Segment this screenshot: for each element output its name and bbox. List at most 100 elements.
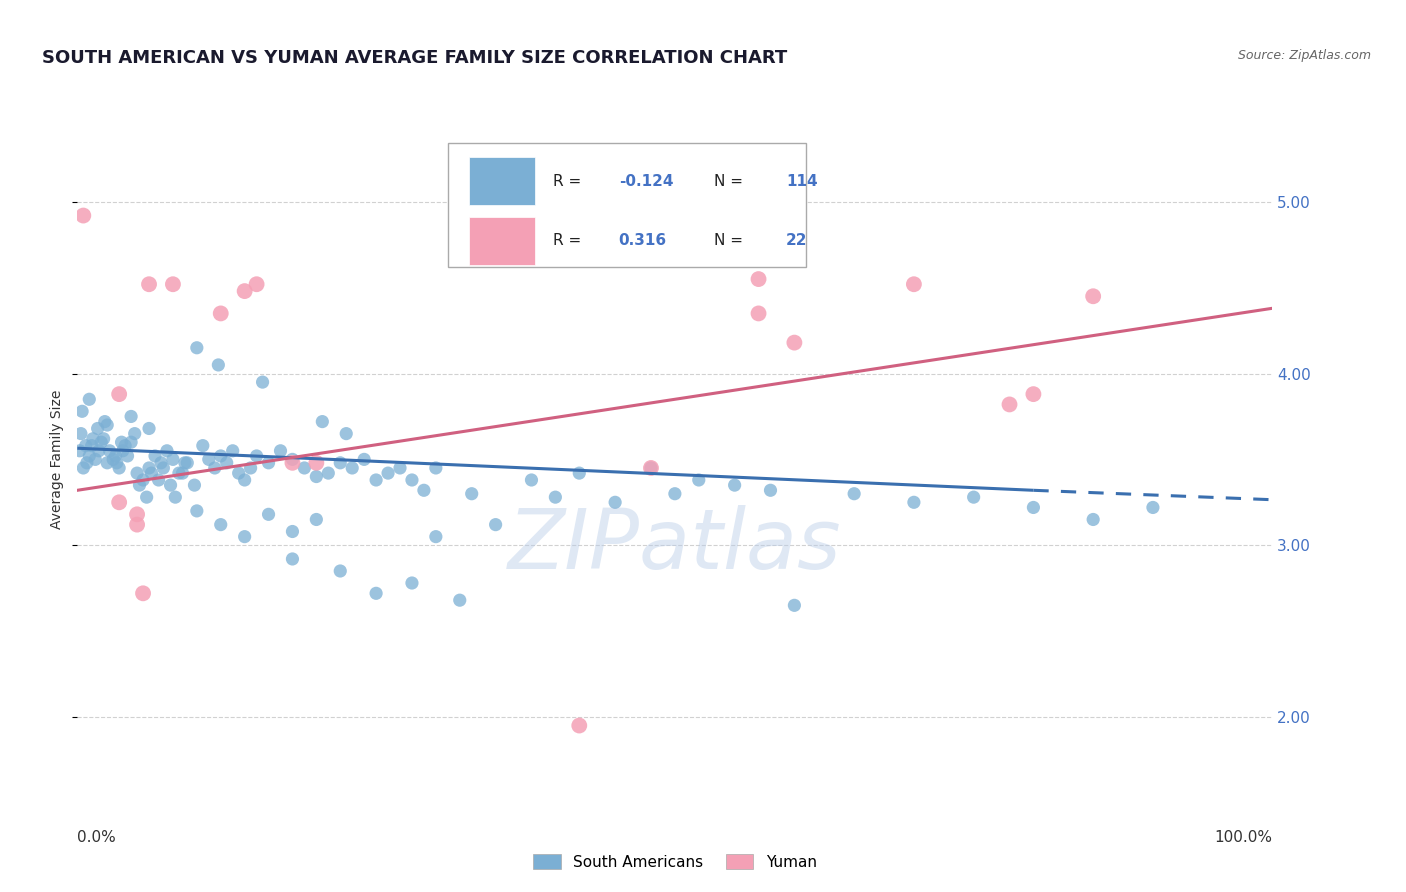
Point xyxy=(75,439,97,453)
Point xyxy=(215,456,238,470)
Point xyxy=(605,495,627,509)
Point xyxy=(246,277,269,292)
Text: N =: N = xyxy=(714,234,748,249)
Point xyxy=(270,443,292,458)
Text: 0.0%: 0.0% xyxy=(77,830,117,846)
Point xyxy=(1083,289,1105,303)
Point xyxy=(93,432,115,446)
Text: ZIPatlas: ZIPatlas xyxy=(508,505,842,586)
Point xyxy=(87,443,110,458)
Point xyxy=(124,426,146,441)
Text: 0.316: 0.316 xyxy=(619,234,666,249)
Point xyxy=(335,426,357,441)
Point xyxy=(1022,387,1045,401)
Y-axis label: Average Family Size: Average Family Size xyxy=(51,390,65,529)
Point xyxy=(485,517,508,532)
Point xyxy=(257,508,280,522)
Point xyxy=(1022,500,1045,515)
Point xyxy=(96,456,118,470)
Point xyxy=(1142,500,1164,515)
Point xyxy=(86,421,108,435)
Point xyxy=(76,456,98,470)
Point xyxy=(152,461,174,475)
Legend: South Americans, Yuman: South Americans, Yuman xyxy=(526,847,824,878)
Text: N =: N = xyxy=(714,174,748,189)
Point xyxy=(162,452,184,467)
Point xyxy=(108,461,131,475)
Point xyxy=(724,478,747,492)
Point xyxy=(103,452,124,467)
Point xyxy=(520,473,543,487)
Point xyxy=(305,456,328,470)
Point xyxy=(311,415,333,429)
Point xyxy=(401,576,423,591)
Point xyxy=(191,439,214,453)
Point xyxy=(783,599,806,613)
Point xyxy=(108,387,131,401)
Point xyxy=(963,490,986,504)
Point xyxy=(233,530,256,544)
Point xyxy=(120,409,142,424)
Point xyxy=(150,456,173,470)
Point xyxy=(640,461,662,475)
Point xyxy=(209,449,232,463)
Point xyxy=(688,473,710,487)
Point xyxy=(156,443,179,458)
Point xyxy=(141,466,163,480)
Point xyxy=(209,306,232,320)
Point xyxy=(167,466,190,480)
Point xyxy=(165,490,187,504)
Point xyxy=(239,461,262,475)
Point xyxy=(544,490,567,504)
Point xyxy=(294,461,316,475)
Point xyxy=(783,335,806,350)
Point xyxy=(117,449,139,463)
Point xyxy=(172,466,194,480)
Point xyxy=(568,718,591,732)
Point xyxy=(69,443,91,458)
Point xyxy=(903,495,925,509)
FancyBboxPatch shape xyxy=(470,217,536,265)
Point xyxy=(90,435,112,450)
Text: Source: ZipAtlas.com: Source: ZipAtlas.com xyxy=(1237,49,1371,62)
Point xyxy=(186,341,208,355)
Point xyxy=(143,449,166,463)
Point xyxy=(207,358,229,372)
Point xyxy=(281,552,304,566)
Point xyxy=(640,461,662,475)
Point xyxy=(425,461,447,475)
Point xyxy=(72,209,94,223)
Point xyxy=(413,483,436,498)
Point xyxy=(94,415,117,429)
Point xyxy=(111,443,134,458)
Point xyxy=(132,586,155,600)
Point xyxy=(366,473,388,487)
Point xyxy=(222,443,245,458)
Point xyxy=(135,490,157,504)
Point xyxy=(128,478,150,492)
Point xyxy=(461,487,484,501)
Text: SOUTH AMERICAN VS YUMAN AVERAGE FAMILY SIZE CORRELATION CHART: SOUTH AMERICAN VS YUMAN AVERAGE FAMILY S… xyxy=(42,49,787,67)
Point xyxy=(98,443,121,458)
Point xyxy=(79,392,101,407)
Point xyxy=(209,517,232,532)
Point xyxy=(233,473,256,487)
Point xyxy=(281,452,304,467)
Point xyxy=(246,449,269,463)
Point xyxy=(127,508,149,522)
Point xyxy=(176,456,198,470)
FancyBboxPatch shape xyxy=(449,144,807,267)
Point xyxy=(138,421,160,435)
Point xyxy=(281,456,304,470)
Point xyxy=(305,469,328,483)
Point xyxy=(110,435,132,450)
Point xyxy=(844,487,866,501)
Text: 100.0%: 100.0% xyxy=(1215,830,1272,846)
Point xyxy=(138,277,160,292)
Point xyxy=(120,435,142,450)
Point xyxy=(281,524,304,539)
Text: 22: 22 xyxy=(786,234,807,249)
Point xyxy=(1083,512,1105,526)
Point xyxy=(366,586,388,600)
Point xyxy=(377,466,399,480)
